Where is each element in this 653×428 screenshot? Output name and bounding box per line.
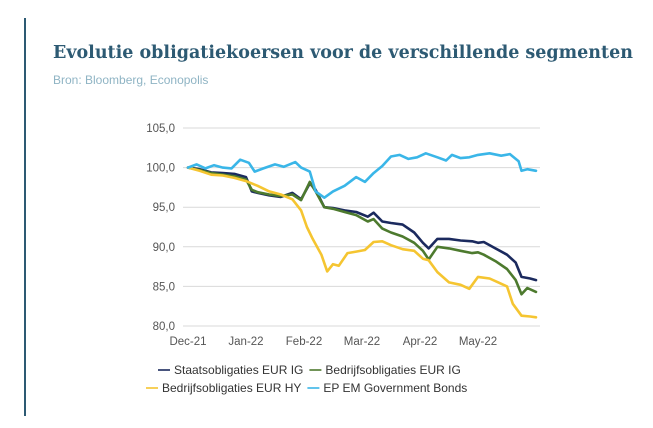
- legend-label: Bedrijfsobligaties EUR IG: [325, 363, 460, 377]
- x-tick-label: Dec-21: [169, 336, 206, 348]
- y-tick-label: 90,0: [153, 242, 175, 254]
- series-lines: [186, 152, 538, 319]
- legend-label: EP EM Government Bonds: [323, 381, 467, 395]
- x-tick-label: Feb-22: [286, 336, 322, 348]
- chart-source: Bron: Bloomberg, Econopolis: [53, 73, 209, 87]
- gridlines: [183, 127, 540, 327]
- legend-label: Bedrijfsobligaties EUR HY: [162, 381, 301, 395]
- series-line: [186, 152, 538, 199]
- y-axis-ticks: 105,0 100,0 95,0 90,0 85,0 80,0: [146, 123, 175, 333]
- series-line: [186, 166, 538, 282]
- legend-label: Staatsobligaties EUR IG: [174, 363, 303, 377]
- x-tick-label: Jan-22: [228, 336, 263, 348]
- legend: Staatsobligaties EUR IG Bedrijfsobligatie…: [146, 363, 467, 395]
- x-tick-label: Apr-22: [403, 336, 438, 348]
- x-tick-label: May-22: [459, 336, 497, 348]
- y-tick-label: 80,0: [153, 321, 175, 333]
- y-tick-label: 105,0: [146, 123, 175, 135]
- chart-title: Evolutie obligatiekoersen voor de versch…: [53, 43, 633, 63]
- x-axis-ticks: Dec-21 Jan-22 Feb-22 Mar-22 Apr-22 May-22: [169, 336, 497, 348]
- y-tick-label: 95,0: [153, 202, 175, 214]
- series-line: [186, 166, 538, 319]
- x-tick-label: Mar-22: [344, 336, 380, 348]
- series-line: [186, 166, 538, 296]
- y-tick-label: 85,0: [153, 281, 175, 293]
- accent-bar: [24, 18, 26, 416]
- y-tick-label: 100,0: [146, 163, 175, 175]
